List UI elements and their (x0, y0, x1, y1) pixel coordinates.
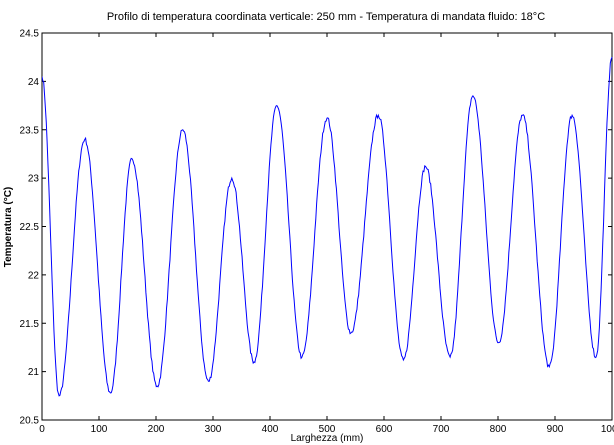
y-tick-label: 21.5 (20, 319, 40, 330)
x-tick-label: 200 (148, 424, 165, 435)
y-tick-label: 21 (28, 367, 40, 378)
x-tick-label: 600 (376, 424, 393, 435)
y-tick-label: 24.5 (20, 29, 40, 40)
y-tick-label: 20.5 (20, 416, 40, 427)
x-tick-label: 0 (39, 424, 45, 435)
x-tick-label: 500 (319, 424, 336, 435)
x-tick-label: 100 (91, 424, 108, 435)
y-tick-label: 23 (28, 174, 40, 185)
plot-area-frame (41, 32, 613, 421)
x-tick-label: 900 (547, 424, 564, 435)
temperature-series-line (42, 57, 613, 397)
x-tick-label: 300 (205, 424, 222, 435)
y-axis-label: Temperatura (°C) (3, 187, 14, 268)
y-tick-label: 23.5 (20, 125, 40, 136)
chart-title: Profilo di temperatura coordinata vertic… (107, 11, 545, 23)
y-axis: 20.5 21 21.5 22 22.5 23 23.5 24 24.5 (20, 29, 612, 427)
y-tick-label: 24 (28, 77, 40, 88)
x-tick-label: 400 (262, 424, 279, 435)
x-axis: 0 100 200 300 400 500 600 700 800 900 1000 (39, 33, 614, 435)
y-tick-label: 22.5 (20, 222, 40, 233)
x-axis-label: Larghezza (mm) (291, 433, 364, 444)
x-tick-label: 800 (490, 424, 507, 435)
x-tick-label: 1000 (601, 424, 614, 435)
x-tick-label: 700 (433, 424, 450, 435)
y-tick-label: 22 (28, 270, 40, 281)
